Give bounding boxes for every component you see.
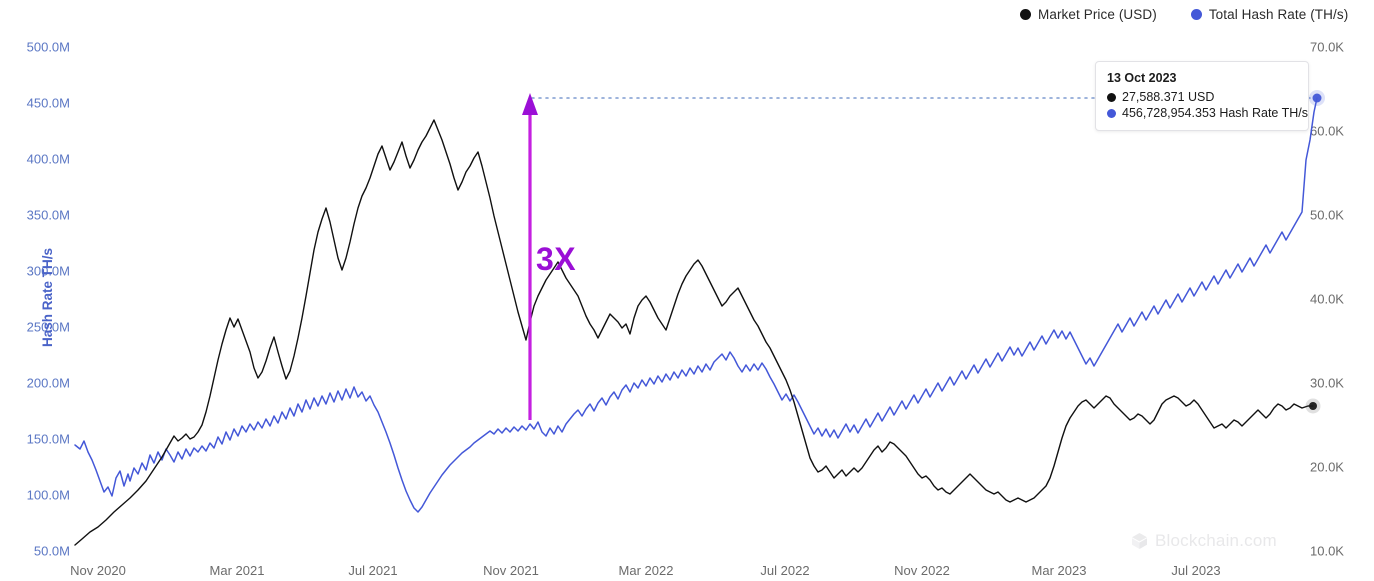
tooltip-hashrate-value: 456,728,954.353 Hash Rate TH/s: [1122, 106, 1309, 120]
circle-dot-icon: [1190, 9, 1202, 20]
x-tick: Nov 2020: [70, 563, 126, 578]
tooltip-date: 13 Oct 2023: [1107, 71, 1177, 85]
x-tick: Mar 2022: [618, 563, 674, 578]
data-tooltip: 13 Oct 2023 27,588.371 USD 456,728,954.3…: [1095, 61, 1309, 131]
hash-rate-line: [74, 97, 1318, 513]
legend-item-hash-rate[interactable]: Total Hash Rate (TH/s): [1190, 7, 1349, 22]
y-left-tick: 200.0M: [26, 375, 70, 391]
legend-item-market-price[interactable]: Market Price (USD): [1020, 7, 1157, 22]
chart-legend: Market Price (USD) Total Hash Rate (TH/s…: [1020, 7, 1348, 22]
y-left-tick: 250.0M: [26, 319, 70, 335]
legend-label-market-price: Market Price (USD): [1038, 7, 1157, 22]
x-tick: Nov 2022: [894, 563, 950, 578]
y-right-tick: 70.0K: [1310, 39, 1344, 55]
y-left-tick: 100.0M: [26, 487, 70, 503]
y-left-tick: 350.0M: [26, 207, 70, 223]
watermark-text: Blockchain.com: [1155, 531, 1277, 550]
y-left-tick: 50.0M: [33, 543, 70, 559]
y-left-tick: 150.0M: [26, 431, 70, 447]
y-right-tick: 40.0K: [1310, 291, 1344, 307]
hash-rate-endpoint-halo: [1309, 90, 1325, 106]
x-tick: Jul 2022: [760, 563, 810, 578]
circle-dot-icon: [1107, 108, 1116, 118]
tooltip-price-value: 27,588.371 USD: [1122, 90, 1215, 104]
hash-rate-endpoint-marker: [1312, 93, 1322, 103]
legend-label-hash-rate: Total Hash Rate (TH/s): [1208, 7, 1349, 22]
x-tick: Mar 2021: [209, 563, 265, 578]
circle-dot-icon: [1107, 92, 1116, 102]
y-right-tick: 10.0K: [1310, 543, 1344, 559]
y-left-tick: 500.0M: [26, 39, 70, 55]
y-left-tick: 400.0M: [26, 151, 70, 167]
y-right-tick: 60.0K: [1310, 123, 1344, 139]
x-tick: Nov 2021: [483, 563, 539, 578]
multiplier-label: 3X: [536, 241, 577, 277]
market-price-endpoint-halo: [1305, 398, 1321, 414]
market-price-endpoint-marker: [1309, 402, 1317, 410]
x-tick: Mar 2023: [1031, 563, 1087, 578]
circle-dot-icon: [1020, 9, 1031, 20]
y-left-tick: 450.0M: [26, 95, 70, 111]
market-price-line: [74, 119, 1314, 546]
cube-logo-icon: [1132, 533, 1147, 549]
y-axis-right: 70.0K 60.0K 50.0K 40.0K 30.0K 20.0K 10.0…: [1294, 0, 1374, 581]
y-axis-left: 500.0M 450.0M 400.0M 350.0M 300.0M 250.0…: [0, 0, 86, 581]
y-right-tick: 50.0K: [1310, 207, 1344, 223]
y-right-tick: 20.0K: [1310, 459, 1344, 475]
x-tick: Jul 2021: [348, 563, 398, 578]
tooltip-row-price: 27,588.371 USD: [1107, 90, 1297, 104]
y-right-tick: 30.0K: [1310, 375, 1344, 391]
watermark: Blockchain.com: [1131, 531, 1277, 551]
y-left-tick: 300.0M: [26, 263, 70, 279]
multiplier-arrow-head: [522, 93, 538, 115]
x-tick: Jul 2023: [1171, 563, 1221, 578]
tooltip-row-hashrate: 456,728,954.353 Hash Rate TH/s: [1107, 106, 1308, 120]
